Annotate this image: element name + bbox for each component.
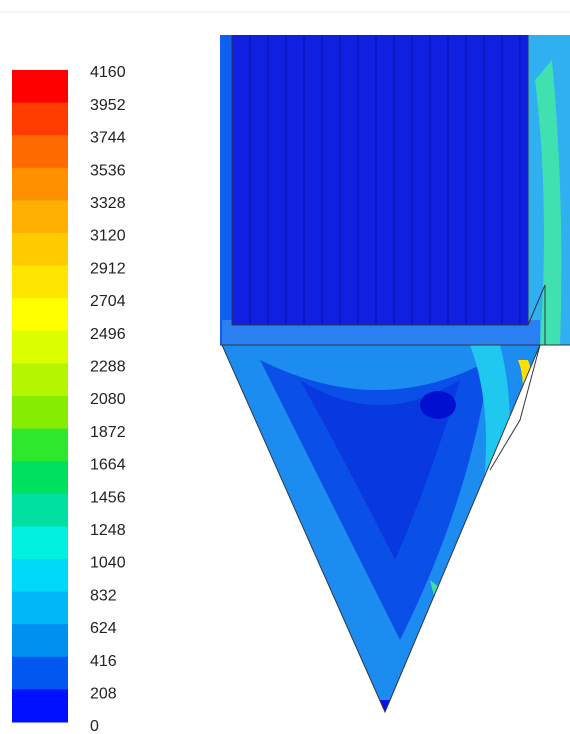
legend-label: 1248 <box>90 522 126 539</box>
legend-label: 1456 <box>90 489 126 506</box>
legend-label: 2496 <box>90 326 126 343</box>
color-band <box>12 526 68 560</box>
legend-label: 624 <box>90 620 117 637</box>
legend-label: 3744 <box>90 130 126 147</box>
color-band <box>12 624 68 658</box>
color-legend: 4160395237443536332831202912270424962288… <box>12 64 126 734</box>
color-band <box>12 493 68 527</box>
legend-label: 3952 <box>90 97 126 114</box>
color-band <box>12 330 68 364</box>
legend-label: 208 <box>90 686 117 703</box>
legend-label: 1664 <box>90 457 126 474</box>
color-band <box>12 591 68 625</box>
color-band <box>12 135 68 169</box>
color-band <box>12 363 68 397</box>
color-band <box>12 200 68 234</box>
color-band <box>12 102 68 136</box>
legend-label: 0 <box>90 718 99 734</box>
legend-label: 1872 <box>90 424 126 441</box>
color-band <box>12 70 68 104</box>
legend-label: 4160 <box>90 64 126 81</box>
legend-label: 1040 <box>90 555 126 572</box>
color-band <box>12 167 68 201</box>
color-band <box>12 656 68 690</box>
color-band <box>12 298 68 332</box>
color-band <box>12 689 68 723</box>
legend-label: 2080 <box>90 391 126 408</box>
color-band <box>12 233 68 267</box>
color-band <box>12 461 68 495</box>
legend-label: 2912 <box>90 260 126 277</box>
legend-label: 3536 <box>90 162 126 179</box>
legend-label: 3120 <box>90 228 126 245</box>
color-band <box>12 559 68 593</box>
legend-label: 3328 <box>90 195 126 212</box>
color-band <box>12 428 68 462</box>
color-band <box>12 396 68 430</box>
legend-label: 416 <box>90 653 117 670</box>
contour-plot <box>220 35 570 714</box>
legend-label: 2288 <box>90 359 126 376</box>
color-band <box>12 265 68 299</box>
legend-label: 2704 <box>90 293 126 310</box>
legend-label: 832 <box>90 587 117 604</box>
